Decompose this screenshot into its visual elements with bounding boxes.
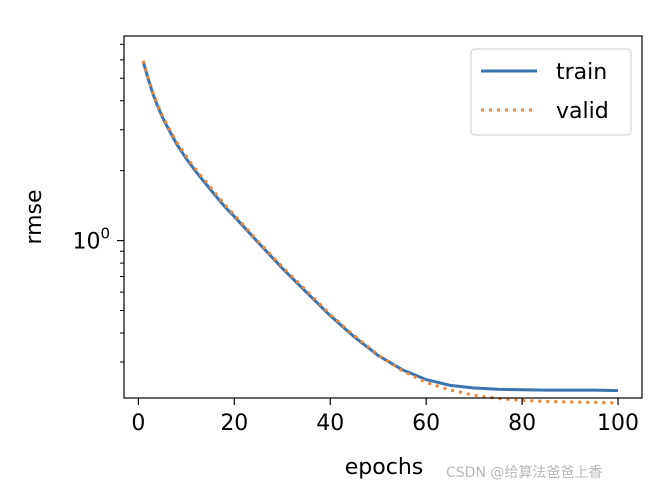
watermark-text: CSDN @给算法爸爸上香 <box>446 465 603 481</box>
x-axis-label: epochs <box>345 455 423 480</box>
plot-layer <box>141 60 619 405</box>
x-tick-label: 80 <box>508 411 536 436</box>
y-tick-label: 100 <box>72 225 110 255</box>
x-tick-label: 0 <box>131 411 145 436</box>
x-tick-label: 100 <box>597 411 639 436</box>
x-tick-label: 20 <box>220 411 248 436</box>
axes-frame <box>123 35 643 399</box>
y-axis-label: rmse <box>22 189 47 244</box>
y-axis: 100 <box>72 43 124 363</box>
legend-label-train: train <box>556 60 607 85</box>
legend: train valid <box>470 48 632 136</box>
x-tick-label: 60 <box>412 411 440 436</box>
x-tick-label: 40 <box>316 411 344 436</box>
legend-label-valid: valid <box>556 99 609 124</box>
x-axis: 0 20 40 60 80 100 <box>131 398 639 436</box>
